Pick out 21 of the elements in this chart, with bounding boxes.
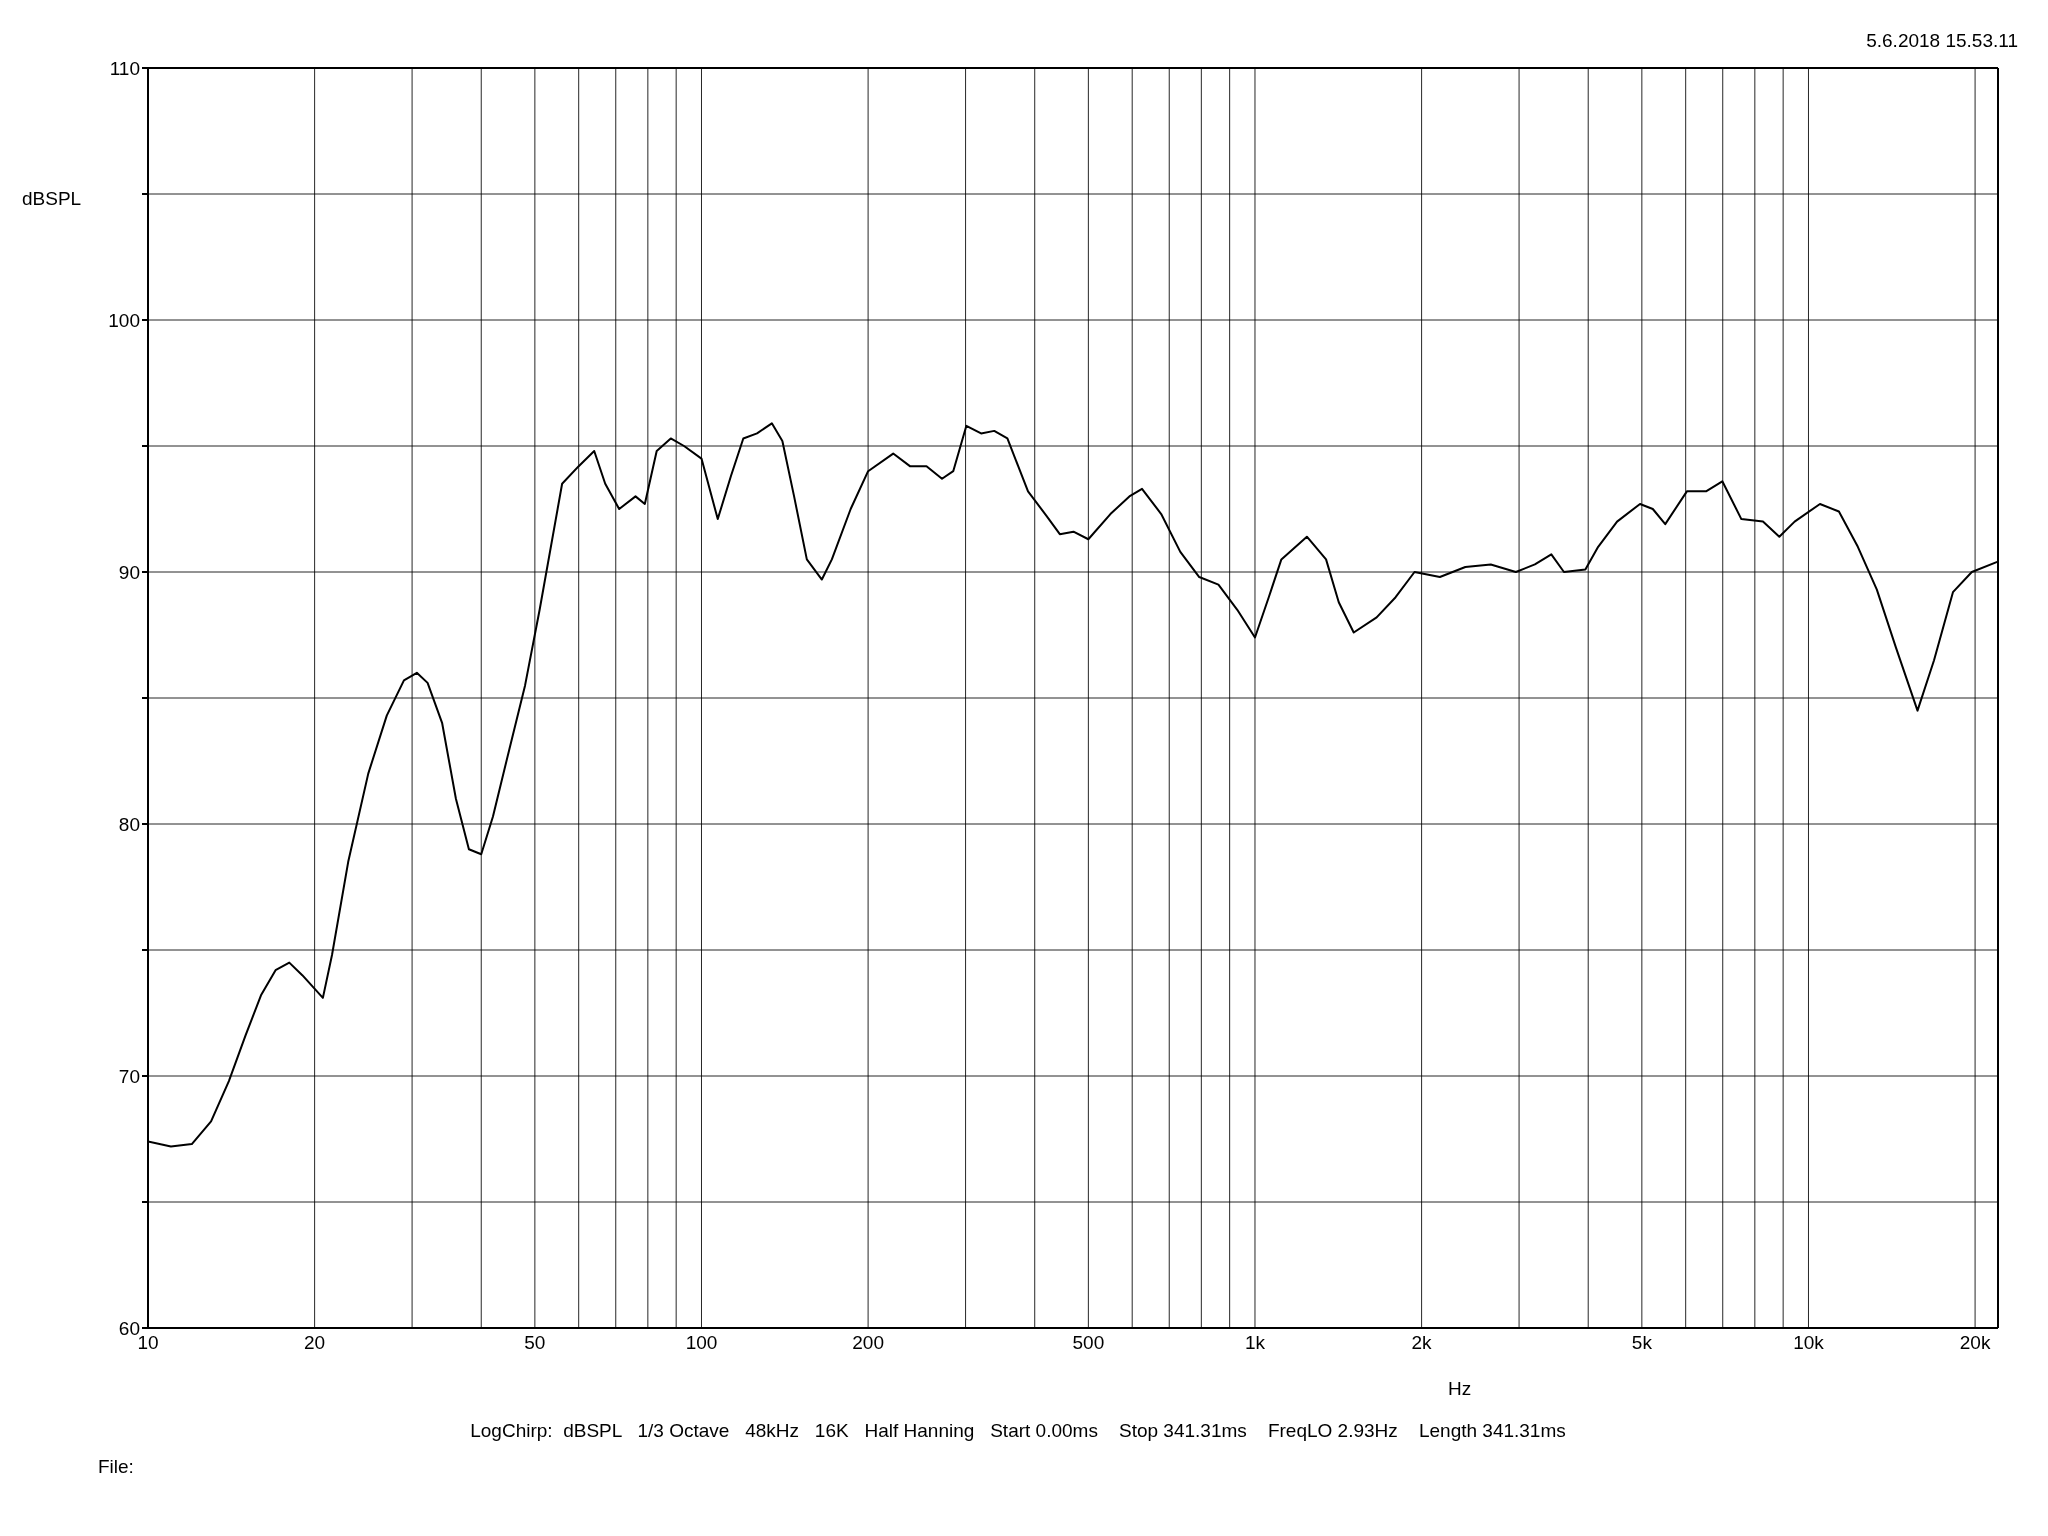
- y-tick-label: 100: [108, 309, 140, 331]
- x-tick-label: 20: [304, 1332, 326, 1354]
- y-tick-label: 110: [109, 57, 140, 79]
- text: LogChirp: dBSPL 1/3 Octave 48kHz 16K Half Hanning Start 0.00ms Stop 341.31ms FreqLO 2.93Hz Length 341.31ms: [469, 1420, 1567, 1442]
- x-axis-title: Hz: [1448, 1378, 1472, 1400]
- y-tick-label: 60: [118, 1317, 140, 1339]
- text: 5.6.2018 15.53.11: [1866, 30, 2018, 52]
- y-tick-label: 80: [118, 813, 140, 835]
- y-tick-label: 70: [118, 1065, 140, 1087]
- text: File:: [98, 1456, 134, 1478]
- x-tick-label: 10k: [1793, 1332, 1825, 1354]
- x-tick-label: 100: [685, 1332, 718, 1354]
- x-tick-label: 20k: [1959, 1332, 1991, 1354]
- x-tick-label: 500: [1072, 1332, 1105, 1354]
- x-tick-label: 1k: [1244, 1332, 1266, 1354]
- y-tick-label: 90: [118, 561, 140, 583]
- x-tick-label: 50: [524, 1332, 546, 1354]
- x-tick-label: 5k: [1631, 1332, 1653, 1354]
- x-tick-label: 200: [852, 1332, 884, 1354]
- x-tick-label: 2k: [1411, 1332, 1433, 1354]
- y-axis-title: dBSPL: [21, 188, 83, 210]
